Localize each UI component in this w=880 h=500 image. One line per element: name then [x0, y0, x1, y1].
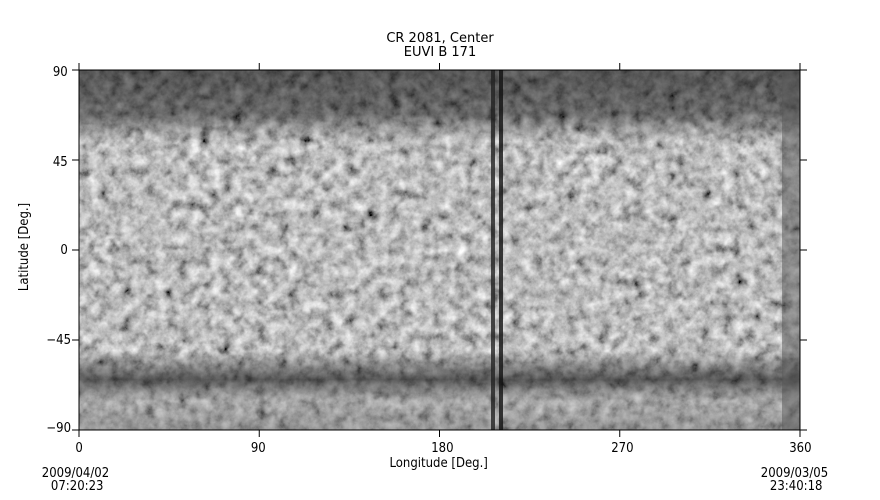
- start-date: 2009/04/02: [41, 466, 110, 481]
- ytick-label: −45: [46, 333, 72, 348]
- xtick-label: 180: [431, 441, 454, 456]
- end-time: 23:40:18: [769, 479, 823, 494]
- map-image: [79, 70, 800, 430]
- ytick-label: 0: [60, 243, 68, 258]
- ytick-label: 90: [52, 65, 68, 80]
- chart-subtitle: EUVI B 171: [403, 45, 477, 60]
- xtick-label: 360: [789, 441, 812, 456]
- xtick-label: 90: [250, 441, 266, 456]
- end-date: 2009/03/05: [760, 466, 829, 481]
- start-time: 07:20:23: [50, 479, 104, 494]
- axis-ticks: [72, 63, 807, 437]
- xtick-label: 0: [75, 441, 83, 456]
- ytick-label: 45: [52, 155, 68, 170]
- y-axis-label: Latitude [Deg.]: [17, 202, 33, 292]
- chart-title: CR 2081, Center: [386, 31, 494, 46]
- x-axis-label: Longitude [Deg.]: [389, 456, 488, 471]
- xtick-label: 270: [611, 441, 634, 456]
- ytick-label: −90: [46, 421, 72, 436]
